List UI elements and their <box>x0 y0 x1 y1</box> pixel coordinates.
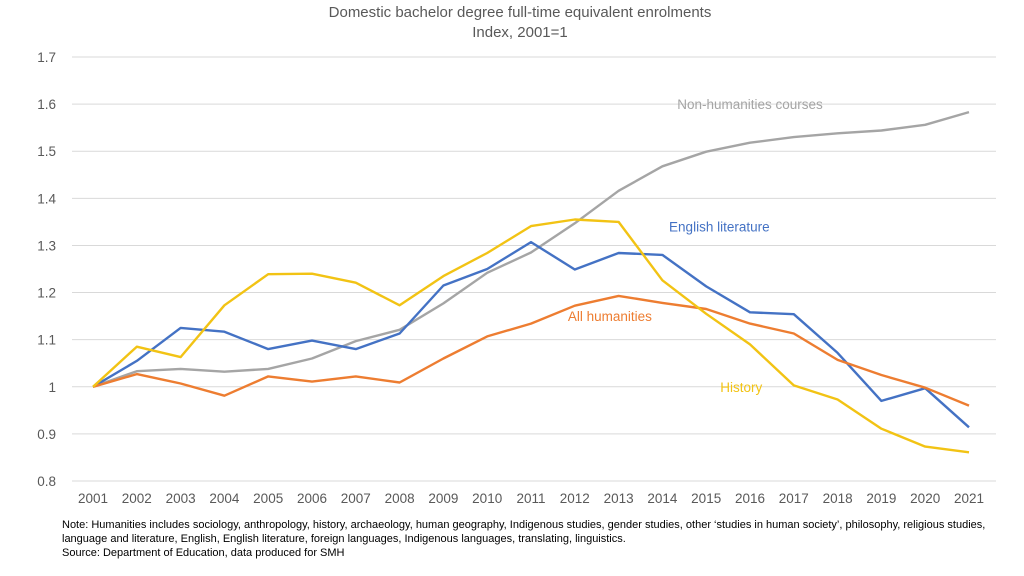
series-line-english-literature <box>92 240 970 429</box>
y-tick-label: 1.3 <box>37 238 56 253</box>
y-tick-label: 0.8 <box>37 474 56 489</box>
x-tick-label: 2001 <box>78 491 108 506</box>
x-tick-label: 2005 <box>253 491 283 506</box>
x-tick-label: 2011 <box>516 491 545 506</box>
y-axis: 0.8 0.9 1 1.1 1.2 1.3 1.4 1.5 1.6 1.7 <box>37 50 56 489</box>
x-tick-label: 2015 <box>691 491 721 506</box>
x-tick-label: 2010 <box>472 491 502 506</box>
x-tick-label: 2013 <box>604 491 634 506</box>
x-tick-label: 2017 <box>779 491 809 506</box>
series-label: History <box>720 380 762 395</box>
series-line-non-humanities-courses <box>92 110 970 388</box>
x-tick-label: 2014 <box>647 491 678 506</box>
footnote-note: Note: Humanities includes sociology, ant… <box>62 519 986 545</box>
x-tick-label: 2016 <box>735 491 765 506</box>
y-tick-label: 1.1 <box>37 333 56 348</box>
x-tick-label: 2020 <box>910 491 940 506</box>
series-line-all-humanities <box>92 294 970 407</box>
x-tick-label: 2012 <box>560 491 590 506</box>
x-tick-label: 2021 <box>954 491 984 506</box>
y-tick-label: 0.9 <box>37 427 56 442</box>
chart-subtitle: Index, 2001=1 <box>472 24 568 41</box>
y-tick-label: 1.5 <box>37 144 56 159</box>
x-tick-label: 2019 <box>866 491 896 506</box>
series-labels: Non-humanities courses English literature… <box>568 97 823 395</box>
series-line-history <box>92 218 970 454</box>
series-label: Non-humanities courses <box>677 97 823 112</box>
chart-footnote: Note: Humanities includes sociology, ant… <box>62 518 1012 560</box>
x-tick-label: 2008 <box>385 491 415 506</box>
x-axis: 2001 2002 2003 2004 2005 2006 2007 2008 2009 2010… <box>78 491 984 506</box>
x-tick-label: 2004 <box>209 491 240 506</box>
x-tick-label: 2018 <box>823 491 853 506</box>
series-lines <box>92 110 970 454</box>
x-tick-label: 2002 <box>122 491 152 506</box>
gridlines <box>72 56 996 482</box>
y-tick-label: 1.7 <box>37 50 56 65</box>
y-tick-label: 1.6 <box>37 97 56 112</box>
series-label: English literature <box>669 220 770 235</box>
footnote-source: Source: Department of Education, data pr… <box>62 547 345 559</box>
x-tick-label: 2007 <box>341 491 371 506</box>
series-label: All humanities <box>568 309 652 324</box>
chart-title: Domestic bachelor degree full-time equiv… <box>329 4 712 21</box>
y-tick-label: 1.4 <box>37 191 56 206</box>
y-tick-label: 1.2 <box>37 286 56 301</box>
line-chart: Domestic bachelor degree full-time equiv… <box>37 4 996 506</box>
x-tick-label: 2009 <box>428 491 458 506</box>
y-tick-label: 1 <box>48 380 56 395</box>
x-tick-label: 2006 <box>297 491 327 506</box>
x-tick-label: 2003 <box>166 491 196 506</box>
